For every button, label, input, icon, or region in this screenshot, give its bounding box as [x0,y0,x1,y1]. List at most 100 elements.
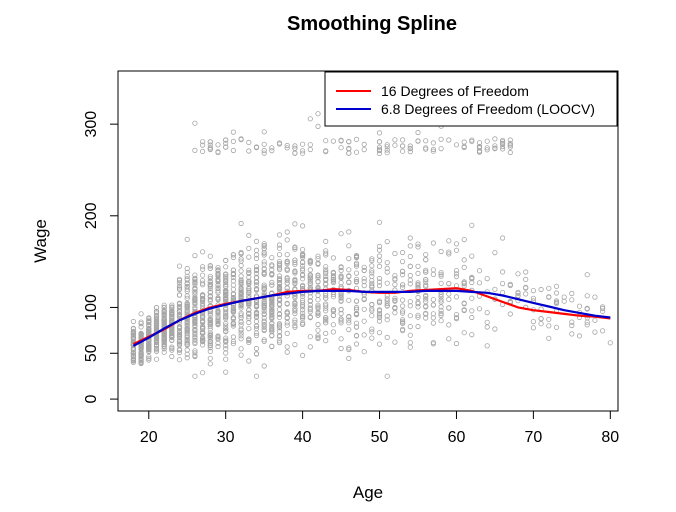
data-point [207,348,213,354]
data-point [299,148,306,154]
data-point [338,145,344,151]
data-point [176,286,183,292]
data-point [246,310,252,316]
data-point [484,309,490,316]
data-point [453,241,460,247]
data-point [323,270,329,276]
data-point [369,282,375,289]
data-point [176,331,183,337]
data-point [461,139,467,145]
data-point [484,145,490,151]
data-point [284,322,290,328]
data-point [415,301,421,307]
data-point [384,150,390,156]
data-point [484,138,490,144]
data-point [299,310,306,316]
data-point [399,310,406,316]
data-point [323,303,329,309]
data-point [169,311,175,318]
data-point [238,137,244,143]
data-point [276,242,283,248]
data-point [153,319,160,325]
data-point [599,308,606,314]
data-point [376,329,383,336]
data-point [376,147,383,154]
data-point [146,329,152,335]
data-point [376,298,383,304]
data-point [430,315,436,321]
data-point [153,343,160,349]
data-point [215,319,221,325]
data-point [130,359,136,365]
data-point [446,322,452,328]
data-point [207,341,213,347]
data-point [284,260,290,267]
data-point [569,319,575,325]
data-point [269,343,275,350]
data-point [584,306,590,312]
data-point [507,137,513,143]
data-point [200,335,206,341]
data-point [346,229,352,235]
data-point [192,373,198,379]
data-point [153,348,160,354]
data-point [446,305,452,311]
data-point [315,297,321,303]
data-point [376,243,383,250]
data-point [346,345,352,351]
data-point [446,251,452,257]
data-point [376,219,383,225]
data-point [223,335,229,341]
data-point [207,146,213,152]
data-point [153,317,160,323]
data-point [161,343,167,349]
data-point [253,266,260,272]
x-tick-label: 80 [601,429,619,446]
data-point [392,310,398,316]
data-point [338,292,344,298]
data-point [169,314,175,320]
data-point [361,306,367,312]
data-point [276,311,283,317]
data-point [307,334,313,340]
data-point [223,342,229,349]
data-point [176,292,183,298]
spline-6-8df-line [132,289,611,347]
data-point [276,140,283,146]
data-point [246,267,252,273]
data-point [253,247,260,253]
data-point [138,344,144,350]
data-point [369,268,375,274]
data-point [476,306,483,312]
data-point [592,317,598,323]
data-point [238,273,244,279]
data-point [238,336,244,342]
data-point [353,311,360,317]
data-point [253,300,260,306]
data-point [161,349,167,355]
data-point [307,344,313,350]
data-point [399,148,406,154]
data-point [438,310,444,317]
data-point [215,149,221,156]
data-point [499,269,506,275]
data-point [284,349,290,355]
data-point [223,292,229,299]
data-point [138,330,144,337]
data-point [215,336,221,342]
data-point [238,256,244,262]
data-point [584,293,590,299]
data-point [292,244,298,250]
data-point [369,313,375,319]
data-point [407,143,413,149]
data-point [161,307,167,313]
data-point [546,323,552,329]
data-point [461,300,467,306]
data-point [353,260,360,266]
data-point [315,321,321,328]
data-point [323,276,329,282]
data-point [192,353,198,360]
data-point [353,263,360,269]
data-point [492,286,498,292]
data-point [361,267,367,274]
